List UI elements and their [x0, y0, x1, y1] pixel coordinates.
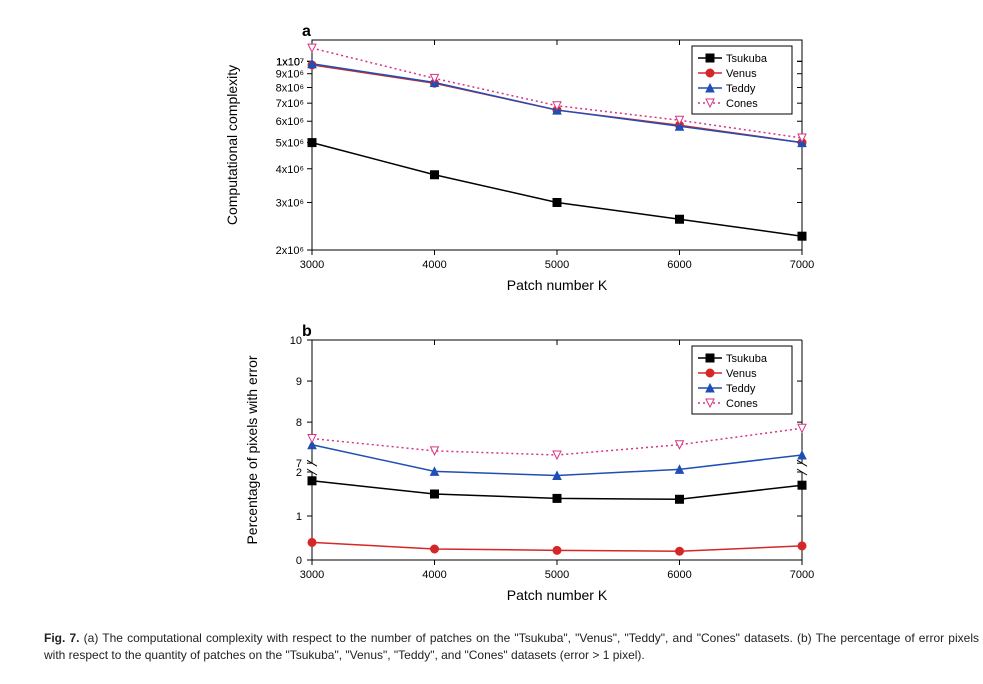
- svg-text:6000: 6000: [667, 569, 691, 581]
- svg-text:8: 8: [295, 417, 301, 429]
- svg-text:8x10⁶: 8x10⁶: [275, 83, 303, 95]
- svg-text:Venus: Venus: [726, 68, 757, 80]
- caption-text-a: (a) The computational complexity with re…: [84, 631, 793, 645]
- figure-container: a 3000 4000 5000 6000 7000 2x10⁶ 3x10⁶ 4x10⁶ 5x10…: [20, 20, 983, 664]
- svg-text:b: b: [302, 323, 312, 340]
- svg-text:5000: 5000: [544, 259, 568, 271]
- svg-text:Percentage of pixels with erro: Percentage of pixels with error: [244, 355, 260, 544]
- chart-a-svg: a 3000 4000 5000 6000 7000 2x10⁶ 3x10⁶ 4x10⁶ 5x10…: [192, 20, 832, 300]
- svg-text:3000: 3000: [299, 569, 323, 581]
- svg-text:Patch number K: Patch number K: [506, 587, 607, 603]
- svg-text:7000: 7000: [789, 259, 813, 271]
- svg-text:0: 0: [295, 555, 301, 567]
- svg-text:Patch number K: Patch number K: [506, 277, 607, 293]
- svg-text:3x10⁶: 3x10⁶: [275, 197, 303, 209]
- svg-text:4000: 4000: [422, 569, 446, 581]
- svg-text:1: 1: [295, 511, 301, 523]
- svg-text:Cones: Cones: [726, 98, 758, 110]
- figure-caption: Fig. 7. (a) The computational complexity…: [20, 630, 983, 664]
- chart-b-svg: b3000400050006000700001278910Patch numbe…: [192, 320, 832, 610]
- svg-text:7x10⁶: 7x10⁶: [275, 98, 303, 110]
- svg-text:4x10⁶: 4x10⁶: [275, 164, 303, 176]
- svg-text:9x10⁶: 9x10⁶: [275, 69, 303, 81]
- svg-text:Venus: Venus: [726, 368, 757, 380]
- svg-text:2x10⁶: 2x10⁶: [275, 245, 303, 257]
- svg-text:Computational complexity: Computational complexity: [224, 65, 240, 225]
- svg-text:1x10⁷: 1x10⁷: [276, 56, 304, 68]
- caption-label: Fig. 7.: [44, 631, 80, 645]
- svg-text:Teddy: Teddy: [726, 383, 756, 395]
- chart-b-wrap: b3000400050006000700001278910Patch numbe…: [20, 320, 983, 610]
- svg-text:a: a: [302, 23, 311, 40]
- svg-text:4000: 4000: [422, 259, 446, 271]
- svg-text:Cones: Cones: [726, 398, 758, 410]
- svg-text:Teddy: Teddy: [726, 83, 756, 95]
- svg-text:6x10⁶: 6x10⁶: [275, 116, 303, 128]
- svg-text:5x10⁶: 5x10⁶: [275, 138, 303, 150]
- svg-text:7000: 7000: [789, 569, 813, 581]
- svg-text:Tsukuba: Tsukuba: [726, 53, 768, 65]
- svg-text:6000: 6000: [667, 259, 691, 271]
- chart-a-wrap: a 3000 4000 5000 6000 7000 2x10⁶ 3x10⁶ 4x10⁶ 5x10…: [20, 20, 983, 300]
- svg-text:5000: 5000: [544, 569, 568, 581]
- svg-text:9: 9: [295, 376, 301, 388]
- svg-text:3000: 3000: [299, 259, 323, 271]
- svg-text:7: 7: [295, 458, 301, 470]
- svg-text:Tsukuba: Tsukuba: [726, 353, 768, 365]
- svg-text:10: 10: [289, 335, 301, 347]
